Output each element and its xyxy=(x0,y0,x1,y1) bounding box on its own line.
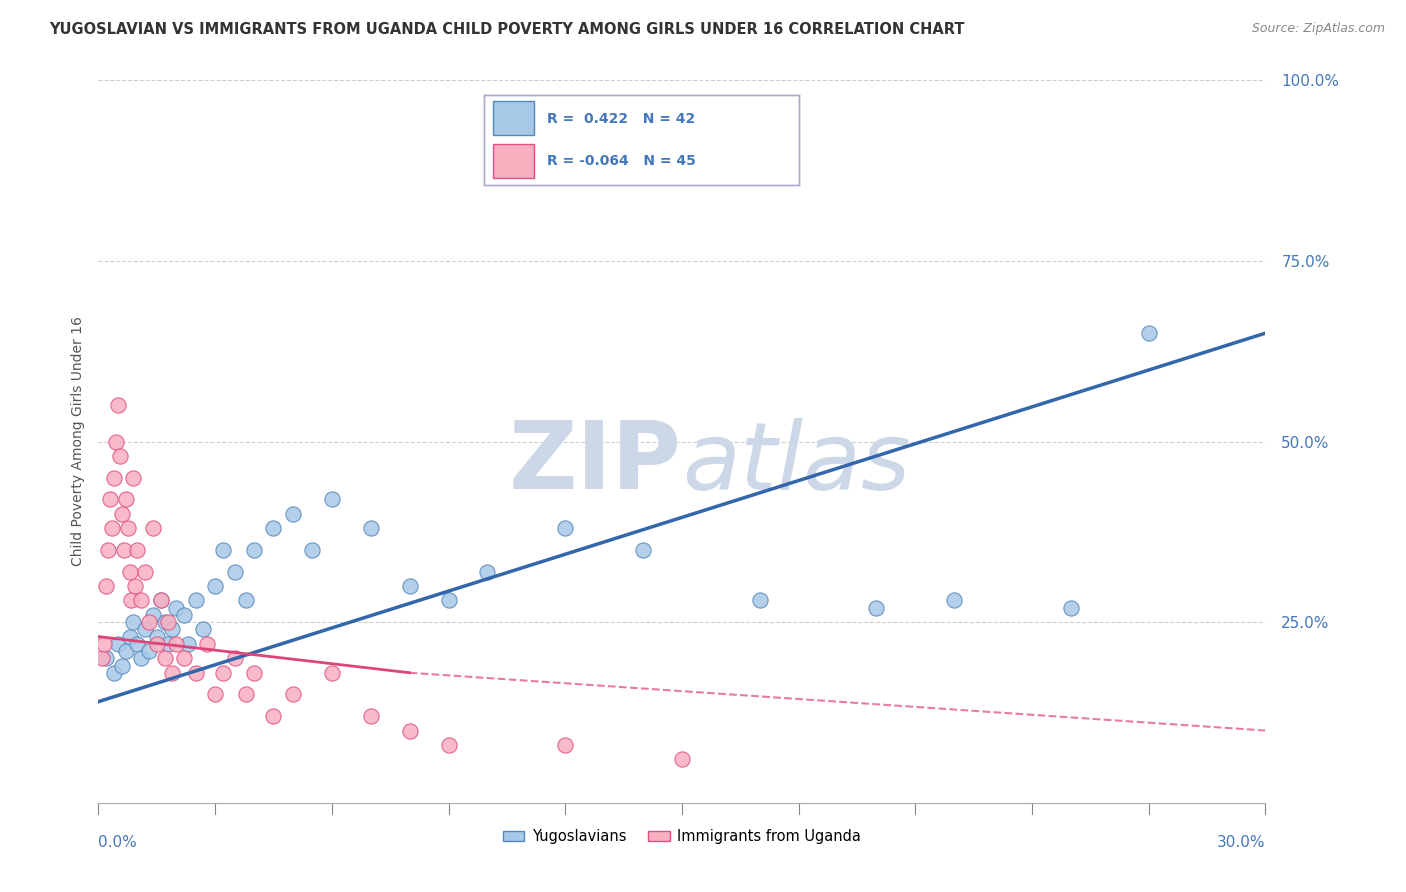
Point xyxy=(204,579,226,593)
Point xyxy=(118,565,141,579)
Point xyxy=(437,593,460,607)
Point xyxy=(101,521,124,535)
Point xyxy=(437,738,460,752)
Point xyxy=(129,651,152,665)
Point xyxy=(748,593,770,607)
Point xyxy=(262,709,284,723)
Point xyxy=(177,637,200,651)
Point xyxy=(193,623,215,637)
Point xyxy=(235,593,257,607)
Point xyxy=(165,600,187,615)
Point xyxy=(173,651,195,665)
Point xyxy=(97,542,120,557)
Point xyxy=(117,521,139,535)
Point xyxy=(129,593,152,607)
Point xyxy=(398,579,420,593)
Point xyxy=(162,665,184,680)
Point xyxy=(162,623,184,637)
Point xyxy=(146,637,169,651)
Point xyxy=(153,651,176,665)
Point xyxy=(108,449,131,463)
Point xyxy=(146,630,169,644)
Point xyxy=(173,607,195,622)
Point xyxy=(149,593,172,607)
Point xyxy=(165,637,187,651)
Text: atlas: atlas xyxy=(682,417,910,508)
Point xyxy=(142,521,165,535)
Point xyxy=(243,542,266,557)
Point xyxy=(360,709,382,723)
Point xyxy=(103,665,125,680)
Point xyxy=(112,542,135,557)
Point xyxy=(631,542,654,557)
Text: 30.0%: 30.0% xyxy=(1218,835,1265,850)
Point xyxy=(153,615,176,630)
Point xyxy=(114,492,136,507)
Point xyxy=(91,651,114,665)
Point xyxy=(122,471,145,485)
Text: ZIP: ZIP xyxy=(509,417,682,509)
Point xyxy=(321,665,343,680)
Point xyxy=(204,687,226,701)
Point xyxy=(93,637,115,651)
Point xyxy=(111,658,134,673)
Point xyxy=(98,492,121,507)
Point xyxy=(121,593,143,607)
Point xyxy=(281,507,304,521)
Point xyxy=(111,507,134,521)
Point xyxy=(195,637,218,651)
Point xyxy=(671,752,693,766)
Point xyxy=(301,542,323,557)
Point xyxy=(138,644,160,658)
Point xyxy=(360,521,382,535)
Point xyxy=(103,471,125,485)
Point xyxy=(107,637,129,651)
Point xyxy=(122,615,145,630)
Point xyxy=(127,637,149,651)
Point xyxy=(235,687,257,701)
Point xyxy=(184,665,207,680)
Text: 0.0%: 0.0% xyxy=(98,835,138,850)
Point xyxy=(281,687,304,701)
Legend: Yugoslavians, Immigrants from Uganda: Yugoslavians, Immigrants from Uganda xyxy=(496,823,868,850)
Point xyxy=(1137,326,1160,341)
Point xyxy=(243,665,266,680)
Point xyxy=(96,579,118,593)
Point xyxy=(212,665,235,680)
Point xyxy=(224,565,246,579)
Point xyxy=(149,593,172,607)
Point xyxy=(134,623,156,637)
Point xyxy=(142,607,165,622)
Point xyxy=(134,565,156,579)
Point xyxy=(398,723,420,738)
Point xyxy=(224,651,246,665)
Point xyxy=(212,542,235,557)
Point xyxy=(321,492,343,507)
Point xyxy=(554,521,576,535)
Point xyxy=(104,434,127,449)
Point xyxy=(865,600,887,615)
Point xyxy=(107,398,129,412)
Text: YUGOSLAVIAN VS IMMIGRANTS FROM UGANDA CHILD POVERTY AMONG GIRLS UNDER 16 CORRELA: YUGOSLAVIAN VS IMMIGRANTS FROM UGANDA CH… xyxy=(49,22,965,37)
Point xyxy=(118,630,141,644)
Point xyxy=(127,542,149,557)
Y-axis label: Child Poverty Among Girls Under 16: Child Poverty Among Girls Under 16 xyxy=(70,317,84,566)
Point xyxy=(138,615,160,630)
Point xyxy=(262,521,284,535)
Point xyxy=(124,579,146,593)
Point xyxy=(554,738,576,752)
Point xyxy=(114,644,136,658)
Point xyxy=(943,593,966,607)
Point xyxy=(96,651,118,665)
Text: Source: ZipAtlas.com: Source: ZipAtlas.com xyxy=(1251,22,1385,36)
Point xyxy=(157,637,180,651)
Point xyxy=(477,565,499,579)
Point xyxy=(1060,600,1083,615)
Point xyxy=(157,615,180,630)
Point xyxy=(184,593,207,607)
